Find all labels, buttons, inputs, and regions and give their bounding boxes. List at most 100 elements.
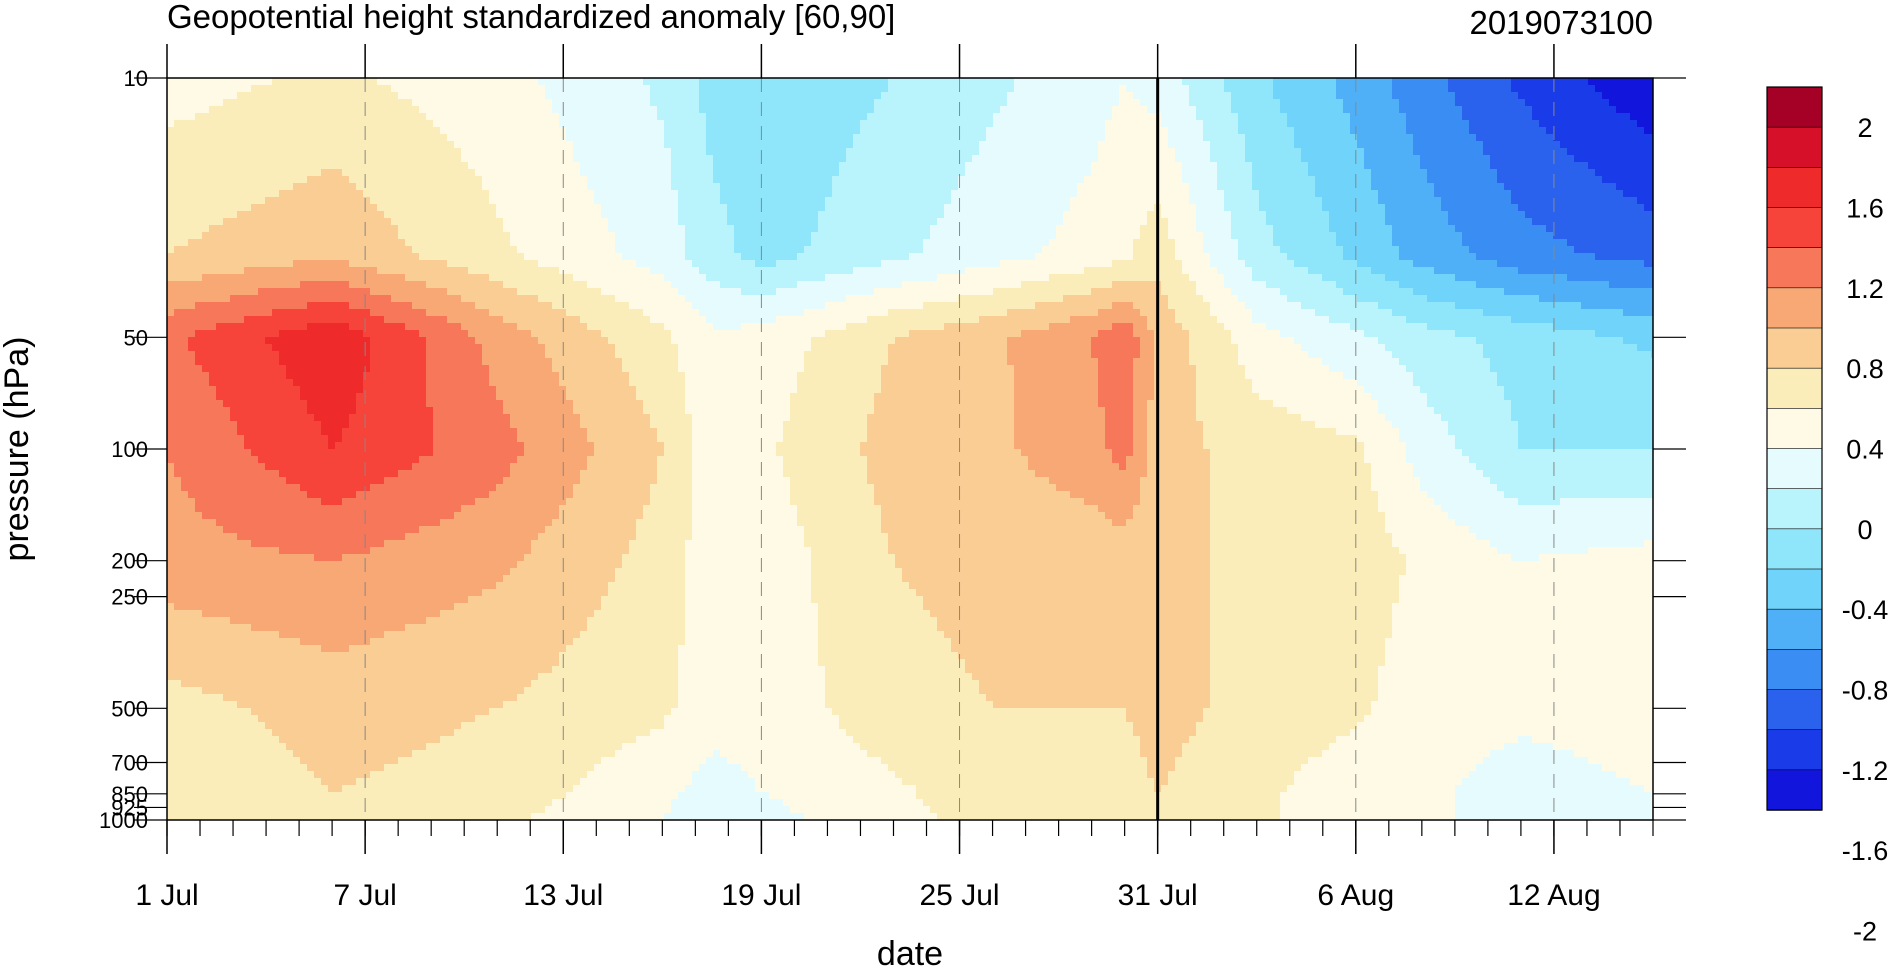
field-cell [223, 113, 231, 121]
field-cell [916, 183, 924, 191]
field-cell [293, 85, 301, 93]
field-cell [433, 169, 441, 177]
field-cell [1133, 127, 1141, 135]
field-cell [1266, 183, 1274, 191]
field-cell [272, 134, 280, 142]
field-cell [1287, 134, 1295, 142]
field-cell [713, 176, 721, 184]
field-cell [230, 85, 238, 93]
field-cell [1280, 155, 1288, 163]
field-cell [1497, 106, 1505, 114]
field-cell [1497, 162, 1505, 170]
field-cell [860, 99, 868, 107]
field-cell [1329, 120, 1337, 128]
field-cell [1504, 218, 1512, 226]
field-cell [468, 99, 476, 107]
field-cell [300, 218, 308, 226]
field-cell [1602, 106, 1610, 114]
field-cell [643, 99, 651, 107]
field-cell [1119, 106, 1127, 114]
field-cell [1357, 176, 1365, 184]
field-cell [181, 225, 189, 233]
field-cell [377, 218, 385, 226]
field-cell [335, 92, 343, 100]
field-cell [307, 155, 315, 163]
field-cell [608, 85, 616, 93]
field-cell [1105, 232, 1113, 240]
field-cell [174, 204, 182, 212]
field-cell [699, 183, 707, 191]
field-cell [1364, 141, 1372, 149]
field-cell [1112, 127, 1120, 135]
field-cell [888, 225, 896, 233]
field-cell [965, 92, 973, 100]
field-cell [1119, 197, 1127, 205]
field-cell [272, 204, 280, 212]
field-cell [867, 99, 875, 107]
field-cell [776, 239, 784, 247]
field-cell [1098, 106, 1106, 114]
field-cell [1602, 127, 1610, 135]
field-cell [1126, 197, 1134, 205]
field-cell [972, 204, 980, 212]
field-cell [965, 190, 973, 198]
field-cell [1007, 183, 1015, 191]
field-cell [279, 106, 287, 114]
field-cell [1315, 141, 1323, 149]
field-cell [209, 176, 217, 184]
field-cell [1315, 176, 1323, 184]
field-cell [1644, 190, 1652, 198]
field-cell [587, 85, 595, 93]
field-cell [650, 232, 658, 240]
field-cell [1371, 204, 1379, 212]
field-cell [636, 183, 644, 191]
field-cell [1455, 127, 1463, 135]
field-cell [573, 127, 581, 135]
field-cell [1266, 204, 1274, 212]
field-cell [804, 197, 812, 205]
field-cell [188, 155, 196, 163]
field-cell [286, 218, 294, 226]
field-cell [356, 190, 364, 198]
field-cell [314, 218, 322, 226]
field-cell [1567, 211, 1575, 219]
field-cell [1294, 106, 1302, 114]
field-cell [496, 120, 504, 128]
field-cell [398, 190, 406, 198]
field-cell [1042, 141, 1050, 149]
field-cell [1560, 190, 1568, 198]
field-cell [1602, 190, 1610, 198]
field-cell [1091, 106, 1099, 114]
field-cell [209, 155, 217, 163]
field-cell [496, 169, 504, 177]
field-cell [1399, 197, 1407, 205]
field-cell [1609, 92, 1617, 100]
field-cell [174, 169, 182, 177]
field-cell [650, 85, 658, 93]
field-cell [188, 141, 196, 149]
field-cell [748, 134, 756, 142]
field-cell [1511, 106, 1519, 114]
field-cell [188, 92, 196, 100]
field-cell [496, 78, 504, 86]
field-cell [608, 92, 616, 100]
field-cell [727, 239, 735, 247]
field-cell [1182, 155, 1190, 163]
field-cell [1581, 78, 1589, 86]
field-cell [1602, 232, 1610, 240]
field-cell [1553, 134, 1561, 142]
field-cell [874, 204, 882, 212]
field-cell [258, 99, 266, 107]
field-cell [825, 232, 833, 240]
field-cell [965, 99, 973, 107]
field-cell [601, 120, 609, 128]
field-cell [1189, 204, 1197, 212]
field-cell [636, 218, 644, 226]
field-cell [475, 85, 483, 93]
field-cell [776, 197, 784, 205]
field-cell [1224, 197, 1232, 205]
field-cell [1616, 197, 1624, 205]
field-cell [195, 211, 203, 219]
field-cell [1070, 92, 1078, 100]
field-cell [405, 120, 413, 128]
